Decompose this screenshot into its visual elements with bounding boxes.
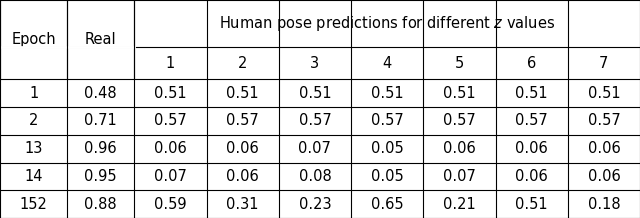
Text: 0.51: 0.51 (443, 86, 476, 101)
Text: 7: 7 (599, 56, 609, 71)
Text: 0.07: 0.07 (154, 169, 187, 184)
Text: 0.51: 0.51 (154, 86, 187, 101)
Text: 0.48: 0.48 (84, 86, 117, 101)
Text: 0.18: 0.18 (588, 197, 620, 212)
Text: 0.51: 0.51 (588, 86, 620, 101)
Text: 2: 2 (29, 113, 38, 128)
Text: 0.51: 0.51 (227, 86, 259, 101)
Text: 0.05: 0.05 (371, 141, 403, 156)
Text: 0.05: 0.05 (371, 169, 403, 184)
Text: 0.95: 0.95 (84, 169, 117, 184)
Text: 0.51: 0.51 (515, 197, 548, 212)
Text: 0.06: 0.06 (588, 169, 620, 184)
Text: 0.51: 0.51 (515, 86, 548, 101)
Text: 0.21: 0.21 (443, 197, 476, 212)
Text: 0.51: 0.51 (371, 86, 403, 101)
Text: 1: 1 (29, 86, 38, 101)
Text: 0.57: 0.57 (443, 113, 476, 128)
Text: 0.06: 0.06 (588, 141, 620, 156)
Text: 152: 152 (20, 197, 47, 212)
Text: 0.71: 0.71 (84, 113, 117, 128)
Text: 0.57: 0.57 (588, 113, 620, 128)
Text: 0.31: 0.31 (227, 197, 259, 212)
Text: 0.06: 0.06 (443, 141, 476, 156)
Text: 0.23: 0.23 (299, 197, 331, 212)
Text: 0.57: 0.57 (298, 113, 332, 128)
Text: 0.07: 0.07 (298, 141, 332, 156)
Text: 1: 1 (166, 56, 175, 71)
Text: 0.06: 0.06 (515, 141, 548, 156)
Text: 4: 4 (383, 56, 392, 71)
Text: Real: Real (85, 32, 116, 47)
Text: 0.51: 0.51 (299, 86, 331, 101)
Text: 5: 5 (455, 56, 464, 71)
Text: 0.06: 0.06 (515, 169, 548, 184)
Text: 0.06: 0.06 (227, 169, 259, 184)
Text: 0.57: 0.57 (371, 113, 403, 128)
Text: Epoch: Epoch (12, 32, 56, 47)
Text: 14: 14 (24, 169, 43, 184)
Text: 6: 6 (527, 56, 536, 71)
Text: 0.59: 0.59 (154, 197, 187, 212)
Text: 2: 2 (238, 56, 247, 71)
Text: Human pose predictions for different $z$ values: Human pose predictions for different $z$… (219, 14, 556, 33)
Text: 13: 13 (24, 141, 43, 156)
Text: 0.96: 0.96 (84, 141, 117, 156)
Text: 0.57: 0.57 (515, 113, 548, 128)
Text: 0.06: 0.06 (154, 141, 187, 156)
Text: 0.65: 0.65 (371, 197, 403, 212)
Text: 0.06: 0.06 (227, 141, 259, 156)
Text: 0.08: 0.08 (298, 169, 332, 184)
Text: 0.57: 0.57 (227, 113, 259, 128)
Text: 0.88: 0.88 (84, 197, 117, 212)
Text: 0.07: 0.07 (443, 169, 476, 184)
Text: 3: 3 (310, 56, 319, 71)
Text: 0.57: 0.57 (154, 113, 187, 128)
